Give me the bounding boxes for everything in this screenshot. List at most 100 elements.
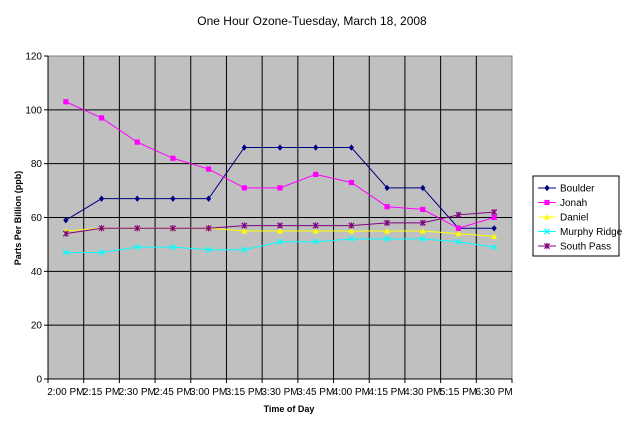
x-tick-label: 6:30 PM [476, 387, 513, 398]
x-tick-label: 4:00 PM [333, 387, 370, 398]
data-point [98, 195, 105, 202]
legend-label: Murphy Ridge [560, 227, 623, 238]
data-point [134, 195, 140, 202]
x-tick-label: 2:15 PM [83, 387, 120, 398]
y-tick-label: 60 [31, 213, 43, 224]
data-point [205, 246, 212, 253]
data-point [491, 214, 497, 221]
data-point [134, 225, 141, 232]
y-tick-label: 120 [25, 52, 42, 63]
data-point [491, 225, 497, 232]
series-group [62, 99, 498, 256]
data-point [419, 219, 426, 226]
data-point [241, 246, 248, 253]
data-point [241, 227, 248, 234]
legend-marker [544, 199, 550, 206]
data-point [277, 227, 283, 234]
legend-item: Boulder [538, 184, 595, 195]
data-point [384, 227, 390, 234]
data-point [241, 185, 247, 191]
data-point [312, 222, 319, 229]
data-point [206, 195, 212, 202]
data-point [170, 195, 176, 202]
data-point [491, 233, 498, 239]
data-point [62, 249, 69, 256]
x-tick-label: 3:30 PM [261, 387, 298, 398]
x-tick-label: 5:15 PM [440, 387, 477, 398]
data-point [455, 211, 462, 218]
data-point [277, 144, 283, 151]
data-point [276, 238, 284, 245]
data-point [384, 219, 391, 226]
x-tick-label: 2:45 PM [154, 387, 191, 398]
data-point [206, 166, 212, 172]
data-point [276, 222, 284, 229]
legend-item: Daniel [538, 213, 588, 224]
x-tick-label: 4:15 PM [368, 387, 405, 398]
data-point [98, 115, 105, 121]
y-tick-label: 0 [36, 375, 42, 386]
data-point [420, 206, 426, 213]
legend-marker [543, 228, 551, 235]
y-axis: 0 20 40 60 80 100 120 [25, 52, 49, 386]
data-point [313, 144, 319, 151]
data-point [455, 238, 462, 245]
data-point [62, 230, 69, 237]
data-point [348, 222, 355, 229]
data-point [312, 227, 319, 234]
data-point [455, 225, 462, 231]
legend-marker [543, 242, 551, 250]
data-point [384, 184, 390, 192]
x-tick-label: 3:45 PM [297, 387, 334, 398]
y-axis-title: Parts Per Billion (ppb) [13, 171, 23, 266]
data-point [419, 227, 426, 234]
data-point [455, 230, 462, 237]
y-tick-label: 80 [31, 159, 43, 170]
grid-lines [48, 56, 512, 379]
data-point [313, 171, 319, 178]
data-point [348, 144, 354, 151]
legend-label: South Pass [560, 242, 611, 253]
data-point [170, 155, 176, 161]
chart-title: One Hour Ozone-Tuesday, March 18, 2008 [197, 14, 427, 28]
legend-marker [544, 184, 550, 192]
data-point [205, 225, 212, 232]
data-point [241, 144, 247, 151]
x-axis: 2:00 PM2:15 PM2:30 PM2:45 PM3:00 PM3:15 … [47, 378, 513, 398]
data-point [63, 99, 69, 105]
data-point [348, 227, 355, 234]
data-point [419, 236, 426, 243]
data-point [134, 244, 141, 251]
x-tick-label: 3:15 PM [226, 387, 263, 398]
data-point [384, 204, 390, 210]
data-point [169, 244, 176, 251]
legend-item: Jonah [538, 198, 587, 209]
data-point [241, 222, 248, 229]
data-point [98, 249, 105, 256]
x-tick-label: 4:30 PM [404, 387, 441, 398]
x-tick-label: 2:30 PM [119, 387, 156, 398]
data-point [348, 179, 354, 186]
legend-label: Jonah [560, 198, 587, 209]
legend-item: South Pass [538, 242, 611, 253]
data-point [63, 216, 69, 224]
data-point [134, 139, 140, 145]
legend-item: Murphy Ridge [538, 227, 623, 238]
series-jonah [63, 99, 497, 231]
data-point [98, 225, 105, 232]
data-point [420, 184, 426, 192]
series-murphy-ridge [62, 236, 498, 256]
series-south-pass [62, 209, 498, 237]
y-tick-label: 40 [31, 267, 43, 278]
data-point [169, 225, 176, 232]
data-point [277, 185, 283, 191]
data-point [348, 236, 355, 243]
legend-marker [544, 213, 550, 220]
data-point [312, 238, 319, 245]
x-axis-title: Time of Day [264, 404, 315, 414]
legend-label: Daniel [560, 213, 588, 224]
data-point [491, 244, 498, 251]
y-tick-label: 100 [25, 105, 42, 116]
y-tick-label: 20 [31, 321, 43, 332]
